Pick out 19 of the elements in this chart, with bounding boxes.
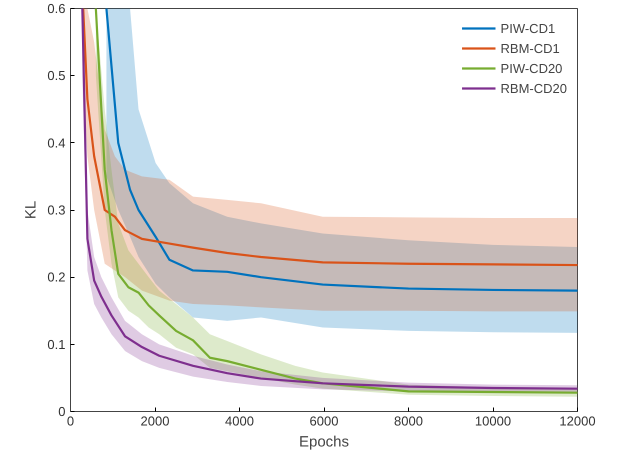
y-tick-label: 0.4 bbox=[47, 135, 66, 150]
x-tick-label: 8000 bbox=[394, 414, 423, 428]
legend-label: RBM-CD20 bbox=[500, 80, 567, 96]
legend-label: PIW-CD20 bbox=[500, 60, 562, 76]
legend-label: RBM-CD1 bbox=[500, 40, 560, 56]
y-tick-label: 0.6 bbox=[47, 1, 66, 16]
y-tick-label: 0 bbox=[58, 404, 66, 419]
y-tick-label: 0.5 bbox=[47, 68, 66, 84]
x-tick-label: 10000 bbox=[474, 414, 512, 428]
x-axis-title: Epochs bbox=[298, 434, 350, 450]
y-tick-label: 0.2 bbox=[47, 270, 66, 285]
y-tick-label: 0.3 bbox=[47, 202, 66, 218]
y-axis-title: KL bbox=[22, 200, 40, 220]
legend-label: PIW-CD1 bbox=[500, 20, 556, 36]
x-tick-label: 6000 bbox=[310, 414, 338, 428]
x-tick-label: 4000 bbox=[225, 414, 254, 428]
x-tick-label: 2000 bbox=[140, 414, 170, 428]
x-tick-label: 12000 bbox=[559, 414, 596, 428]
y-tick-label: 0.1 bbox=[47, 336, 66, 352]
